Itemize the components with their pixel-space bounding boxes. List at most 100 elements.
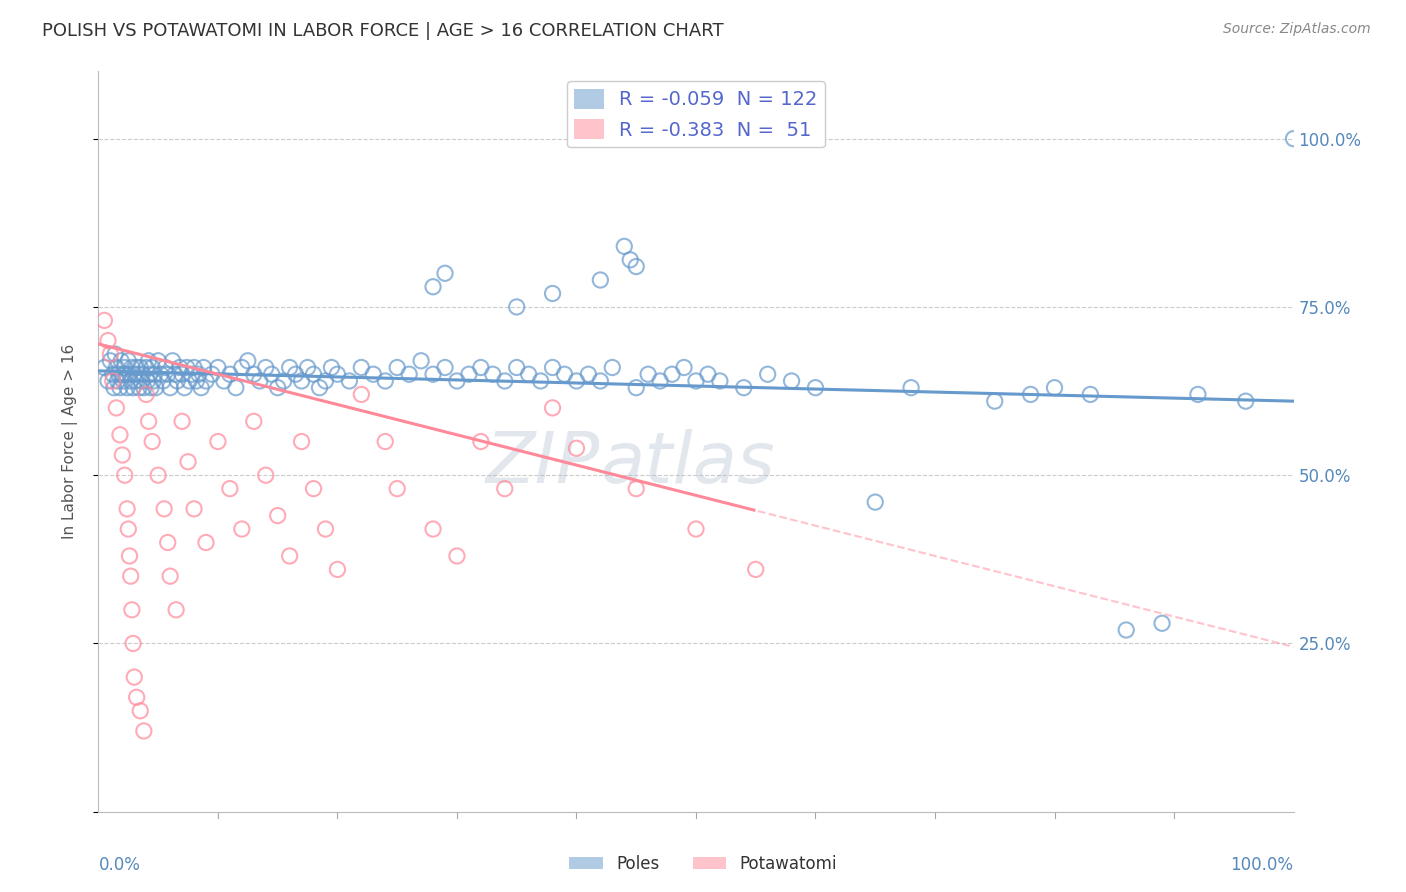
Point	[685, 522, 707, 536]
Point	[117, 353, 139, 368]
Point	[129, 704, 152, 718]
Point	[626, 482, 648, 496]
Point	[697, 368, 720, 382]
Point	[125, 360, 148, 375]
Point	[745, 562, 768, 576]
Point	[385, 482, 409, 496]
Point	[93, 360, 115, 375]
Legend: R = -0.059  N = 122, R = -0.383  N =  51: R = -0.059 N = 122, R = -0.383 N = 51	[567, 81, 825, 147]
Point	[115, 381, 138, 395]
Legend: Poles, Potawatomi: Poles, Potawatomi	[562, 848, 844, 880]
Point	[254, 468, 277, 483]
Point	[278, 549, 301, 563]
Point	[120, 374, 142, 388]
Point	[267, 381, 290, 395]
Point	[602, 360, 624, 375]
Point	[422, 368, 444, 382]
Point	[804, 381, 827, 395]
Point	[156, 535, 179, 549]
Point	[541, 401, 564, 415]
Point	[193, 360, 215, 375]
Point	[541, 360, 564, 375]
Point	[589, 273, 612, 287]
Point	[385, 360, 409, 375]
Point	[105, 401, 128, 415]
Point	[98, 353, 122, 368]
Point	[291, 434, 314, 449]
Point	[756, 368, 779, 382]
Point	[1115, 623, 1137, 637]
Point	[114, 468, 136, 483]
Point	[565, 442, 588, 456]
Point	[231, 360, 253, 375]
Point	[149, 368, 172, 382]
Point	[1043, 381, 1066, 395]
Point	[148, 468, 170, 483]
Point	[122, 636, 145, 650]
Point	[267, 508, 290, 523]
Point	[613, 239, 636, 253]
Point	[506, 300, 529, 314]
Point	[212, 374, 235, 388]
Point	[308, 381, 330, 395]
Text: 100.0%: 100.0%	[1230, 856, 1294, 874]
Y-axis label: In Labor Force | Age > 16: In Labor Force | Age > 16	[62, 344, 77, 539]
Point	[494, 482, 516, 496]
Point	[163, 368, 186, 382]
Point	[326, 562, 349, 576]
Point	[458, 368, 481, 382]
Point	[148, 353, 170, 368]
Point	[117, 522, 139, 536]
Point	[103, 381, 125, 395]
Point	[374, 374, 396, 388]
Point	[207, 434, 229, 449]
Point	[111, 368, 134, 382]
Point	[243, 414, 266, 428]
Point	[302, 368, 325, 382]
Point	[1282, 131, 1305, 145]
Point	[517, 368, 540, 382]
Point	[619, 252, 641, 267]
Point	[422, 522, 444, 536]
Point	[135, 360, 157, 375]
Point	[131, 368, 153, 382]
Point	[207, 360, 229, 375]
Point	[648, 374, 672, 388]
Point	[326, 368, 349, 382]
Point	[125, 690, 148, 705]
Point	[128, 381, 150, 395]
Point	[183, 501, 205, 516]
Point	[177, 455, 200, 469]
Point	[118, 368, 141, 382]
Point	[110, 353, 132, 368]
Point	[195, 535, 218, 549]
Point	[297, 360, 319, 375]
Point	[145, 381, 167, 395]
Point	[159, 569, 181, 583]
Point	[159, 381, 181, 395]
Point	[291, 374, 314, 388]
Point	[1187, 387, 1209, 401]
Point	[127, 368, 149, 382]
Point	[136, 374, 159, 388]
Point	[173, 381, 195, 395]
Point	[135, 387, 157, 401]
Point	[865, 495, 887, 509]
Point	[506, 360, 529, 375]
Point	[115, 501, 138, 516]
Point	[114, 360, 136, 375]
Point	[139, 381, 162, 395]
Text: POLISH VS POTAWATOMI IN LABOR FORCE | AGE > 16 CORRELATION CHART: POLISH VS POTAWATOMI IN LABOR FORCE | AG…	[42, 22, 724, 40]
Point	[780, 374, 803, 388]
Point	[124, 670, 146, 684]
Point	[186, 374, 208, 388]
Text: 0.0%: 0.0%	[98, 856, 141, 874]
Point	[422, 279, 444, 293]
Point	[180, 368, 202, 382]
Point	[118, 549, 141, 563]
Point	[446, 374, 468, 388]
Point	[169, 360, 191, 375]
Point	[138, 353, 160, 368]
Point	[101, 374, 124, 388]
Point	[733, 381, 755, 395]
